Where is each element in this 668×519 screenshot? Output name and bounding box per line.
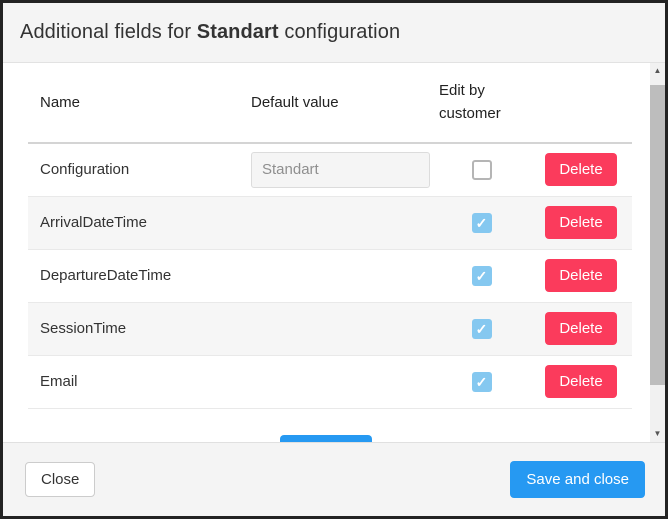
field-name: SessionTime <box>40 320 127 337</box>
additional-fields-table: Name Default value Edit by customer Conf… <box>28 63 632 409</box>
partially-hidden-add-button[interactable] <box>280 435 372 442</box>
column-header-edit-by-customer: Edit by customer <box>433 63 530 144</box>
checkmark-icon: ✓ <box>475 320 488 337</box>
field-name: ArrivalDateTime <box>40 214 147 231</box>
checkmark-icon: ✓ <box>475 373 488 390</box>
delete-button[interactable]: Delete <box>545 259 617 292</box>
delete-button[interactable]: Delete <box>545 365 617 398</box>
delete-button[interactable]: Delete <box>545 153 617 187</box>
table-row: DepartureDateTime ✓ Delete <box>28 249 632 302</box>
delete-button[interactable]: Delete <box>545 206 617 239</box>
modal-header: Additional fields for Standart configura… <box>3 3 665 63</box>
field-name: Configuration <box>40 161 130 179</box>
fields-scroll-area: Name Default value Edit by customer Conf… <box>3 63 665 442</box>
table-row: Email ✓ Delete <box>28 355 632 408</box>
default-value-cell <box>243 196 433 249</box>
checkmark-icon: ✓ <box>475 267 488 284</box>
modal-title: Additional fields for Standart configura… <box>20 21 400 44</box>
column-header-actions <box>530 63 632 144</box>
modal-footer: Close Save and close <box>3 442 665 516</box>
modal-title-config-name: Standart <box>196 21 279 43</box>
scroll-down-arrow-icon[interactable]: ▼ <box>650 426 665 442</box>
default-value-input[interactable] <box>251 151 430 188</box>
edit-by-customer-checkbox[interactable]: ✓ <box>471 265 492 286</box>
edit-by-customer-checkbox[interactable]: ✓ <box>471 371 492 392</box>
table-row: ArrivalDateTime ✓ Delete <box>28 196 632 249</box>
default-value-cell <box>243 249 433 302</box>
table-row: SessionTime ✓ Delete <box>28 302 632 355</box>
column-header-name: Name <box>28 63 243 144</box>
default-value-cell <box>243 355 433 408</box>
delete-button[interactable]: Delete <box>545 312 617 345</box>
edit-by-customer-checkbox[interactable]: ✓ <box>471 318 492 339</box>
scroll-up-arrow-icon[interactable]: ▲ <box>650 63 665 79</box>
vertical-scrollbar[interactable]: ▲ ▼ <box>650 63 665 442</box>
close-button[interactable]: Close <box>25 462 96 497</box>
scrollbar-thumb[interactable] <box>650 85 665 385</box>
table-row: Configuration ✓ Delete <box>28 143 632 196</box>
modal-title-prefix: Additional fields for <box>20 21 197 43</box>
save-and-close-button[interactable]: Save and close <box>510 461 645 498</box>
column-header-default-value: Default value <box>243 63 433 144</box>
table-header-row: Name Default value Edit by customer <box>28 63 632 144</box>
edit-by-customer-checkbox[interactable]: ✓ <box>471 212 492 233</box>
checkmark-icon: ✓ <box>475 214 488 231</box>
modal-title-suffix: configuration <box>278 21 401 43</box>
edit-by-customer-checkbox[interactable]: ✓ <box>471 159 492 180</box>
field-name: Email <box>40 373 78 390</box>
field-name: DepartureDateTime <box>40 267 172 284</box>
default-value-cell <box>243 302 433 355</box>
